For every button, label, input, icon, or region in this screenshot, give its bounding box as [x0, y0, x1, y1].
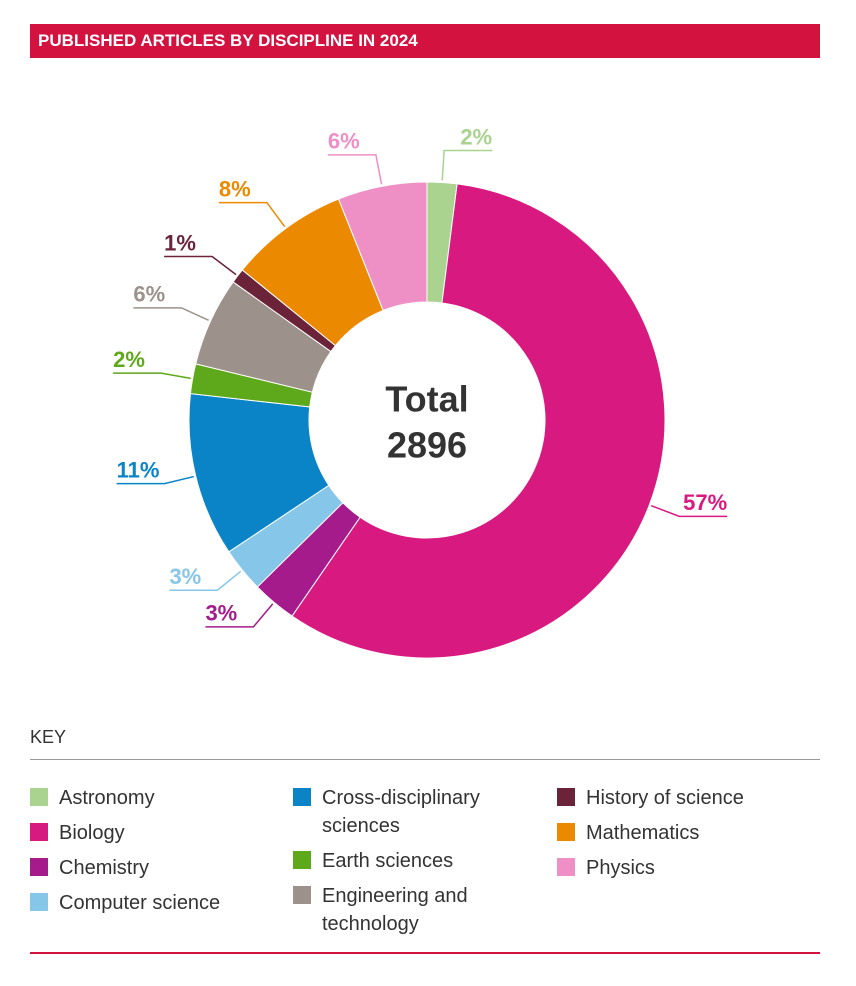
- legend-item: History of science: [557, 784, 744, 812]
- legend-label: Computer science: [59, 892, 221, 914]
- chart-title: PUBLISHED ARTICLES BY DISCIPLINE IN 2024: [30, 24, 820, 58]
- legend-item: Biology: [30, 819, 220, 847]
- legend-swatch: [30, 858, 48, 876]
- data-label: 3%: [169, 564, 201, 589]
- legend-item: Mathematics: [557, 819, 744, 847]
- legend-item: Cross-disciplinary sciences: [293, 784, 507, 840]
- legend-item: Astronomy: [30, 784, 220, 812]
- legend-item: Computer science: [30, 889, 220, 917]
- legend-label: Mathematics: [586, 822, 700, 844]
- leader-line: [441, 149, 493, 181]
- legend-column: Astronomy Biology Chemistry Computer scienc…: [30, 784, 220, 917]
- chart: 2% 57% 3%3% 11% 2% 6% 1% 8% 6% Total 2896: [113, 124, 728, 659]
- legend-swatch: [30, 788, 48, 806]
- legend-swatch: [30, 823, 48, 841]
- data-label: 6%: [133, 282, 165, 307]
- center-label: Total: [385, 379, 468, 420]
- leader-line: [327, 154, 383, 185]
- legend-swatch: [30, 893, 48, 911]
- data-label: 6%: [328, 129, 360, 154]
- leader-line: [133, 307, 209, 321]
- legend-label: Earth sciences: [322, 850, 454, 872]
- legend-label: Chemistry: [59, 857, 150, 879]
- leader-line: [113, 372, 191, 380]
- legend-swatch: [293, 851, 311, 869]
- data-label: 8%: [219, 176, 251, 201]
- data-label: 57%: [683, 490, 727, 515]
- legend-title: KEY: [30, 727, 67, 747]
- data-label: 1%: [164, 230, 196, 255]
- legend-label: History of science: [586, 787, 744, 809]
- leader-line: [205, 603, 274, 628]
- data-label: 11%: [117, 457, 160, 482]
- data-label: 2%: [460, 124, 492, 149]
- donut-slice: [291, 183, 666, 659]
- center-total: 2896: [387, 425, 467, 466]
- legend-label: Engineering and technology: [322, 885, 468, 935]
- leader-line: [650, 504, 728, 518]
- legend-label: Cross-disciplinary sciences: [322, 787, 480, 837]
- data-label: 2%: [113, 347, 145, 372]
- legend-swatch: [557, 858, 575, 876]
- legend-swatch: [293, 788, 311, 806]
- legend-swatch: [557, 823, 575, 841]
- legend-column: Cross-disciplinary sciences Earth science…: [293, 784, 507, 938]
- leader-line: [169, 570, 242, 591]
- divider: [30, 759, 820, 760]
- legend-item: Physics: [557, 854, 744, 882]
- legend-swatch: [293, 886, 311, 904]
- leader-line: [116, 475, 194, 485]
- donut-slice: [337, 181, 428, 312]
- divider: [30, 952, 820, 954]
- legend-label: Biology: [59, 822, 125, 844]
- leader-line: [218, 201, 286, 228]
- legend-item: Earth sciences: [293, 847, 507, 875]
- legend-item: Engineering and technology: [293, 882, 507, 938]
- legend-label: Physics: [586, 857, 655, 879]
- legend-label: Astronomy: [59, 787, 155, 809]
- legend-column: History of science Mathematics Physics: [557, 784, 744, 882]
- legend-swatch: [557, 788, 575, 806]
- leader-line: [164, 255, 237, 276]
- legend-item: Chemistry: [30, 854, 220, 882]
- data-label: 3%: [205, 601, 237, 626]
